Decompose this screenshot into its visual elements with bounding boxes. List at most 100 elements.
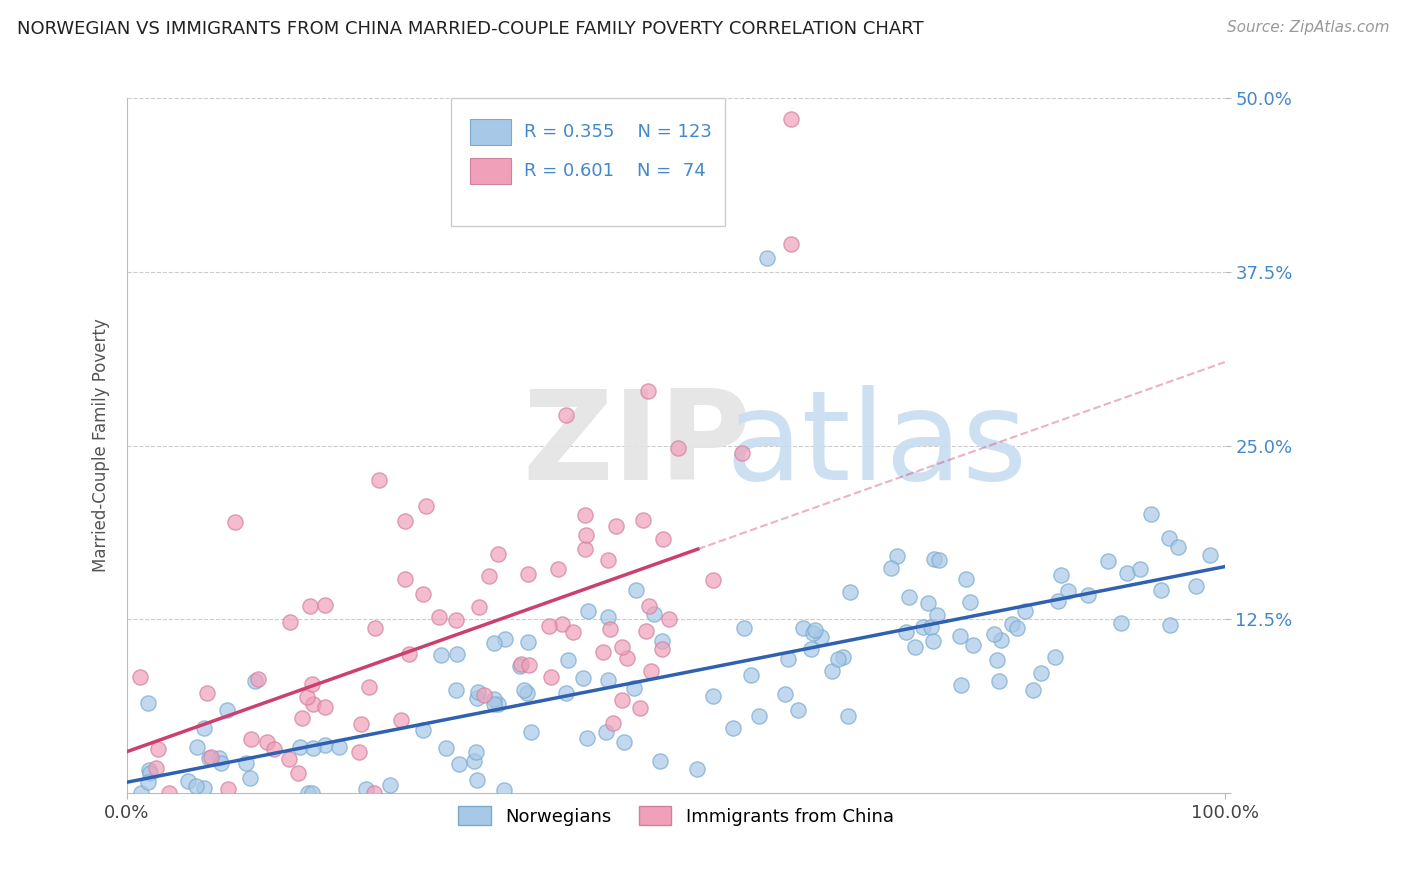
Point — [1077, 588, 1099, 602]
Point — [904, 640, 927, 655]
Point — [517, 658, 540, 673]
Point — [922, 552, 945, 566]
Point — [928, 553, 950, 567]
Point — [880, 561, 903, 575]
Point — [465, 772, 488, 787]
Point — [145, 762, 167, 776]
Point — [962, 638, 984, 652]
Point — [472, 688, 495, 702]
Point — [1150, 583, 1173, 598]
Point — [610, 693, 633, 707]
Point — [1050, 567, 1073, 582]
Point — [616, 651, 638, 665]
Point — [821, 664, 844, 678]
Point — [748, 708, 770, 723]
Point — [519, 725, 541, 739]
Point — [917, 596, 939, 610]
Point — [637, 599, 659, 613]
Point — [1001, 617, 1024, 632]
Point — [430, 648, 453, 662]
Point — [1129, 562, 1152, 576]
Point — [184, 779, 207, 793]
Point — [138, 696, 160, 710]
Point — [197, 686, 219, 700]
Point — [412, 723, 434, 737]
Bar — [470, 158, 512, 184]
Point — [263, 741, 285, 756]
Point — [990, 633, 1012, 648]
Point — [598, 553, 620, 567]
Text: atlas: atlas — [725, 385, 1028, 506]
Point — [1014, 604, 1036, 618]
Point — [949, 677, 972, 691]
Point — [832, 650, 855, 665]
Point — [256, 734, 278, 748]
Point — [922, 634, 945, 648]
Point — [240, 731, 263, 746]
Point — [804, 623, 827, 637]
Point — [427, 610, 450, 624]
Point — [637, 384, 659, 399]
Point — [447, 757, 470, 772]
Point — [239, 771, 262, 785]
Point — [468, 599, 491, 614]
Point — [921, 620, 943, 634]
Text: NORWEGIAN VS IMMIGRANTS FROM CHINA MARRIED-COUPLE FAMILY POVERTY CORRELATION CHA: NORWEGIAN VS IMMIGRANTS FROM CHINA MARRI… — [17, 20, 924, 37]
Point — [482, 636, 505, 650]
Point — [314, 700, 336, 714]
Point — [434, 740, 457, 755]
Point — [1057, 584, 1080, 599]
Point — [301, 740, 323, 755]
Point — [298, 599, 321, 613]
Point — [314, 598, 336, 612]
FancyBboxPatch shape — [451, 98, 725, 227]
Point — [574, 508, 596, 522]
Point — [363, 786, 385, 800]
Point — [983, 627, 1005, 641]
Point — [1031, 666, 1053, 681]
Point — [280, 615, 302, 629]
Point — [129, 670, 152, 684]
Point — [486, 547, 509, 561]
Point — [595, 724, 617, 739]
Point — [927, 608, 949, 623]
Point — [613, 735, 636, 749]
Point — [297, 786, 319, 800]
Point — [1116, 566, 1139, 580]
Point — [494, 783, 516, 797]
Point — [602, 716, 624, 731]
Point — [740, 668, 762, 682]
Point — [576, 604, 599, 618]
Point — [516, 686, 538, 700]
Point — [800, 642, 823, 657]
Point — [986, 652, 1008, 666]
Point — [651, 634, 673, 648]
Point — [139, 765, 162, 780]
Point — [537, 619, 560, 633]
Point — [136, 775, 159, 789]
Point — [702, 574, 724, 588]
Point — [224, 515, 246, 529]
Point — [605, 519, 627, 533]
Point — [349, 717, 371, 731]
Point — [138, 763, 160, 777]
Point — [634, 624, 657, 639]
Point — [494, 632, 516, 646]
Point — [658, 612, 681, 626]
Point — [446, 683, 468, 698]
Point — [839, 584, 862, 599]
Point — [702, 689, 724, 703]
Y-axis label: Married-Couple Family Poverty: Married-Couple Family Poverty — [93, 318, 110, 573]
Point — [486, 697, 509, 711]
Point — [1185, 579, 1208, 593]
Point — [631, 513, 654, 527]
Point — [801, 625, 824, 640]
Point — [287, 766, 309, 780]
Point — [648, 754, 671, 768]
Point — [551, 617, 574, 632]
Text: Source: ZipAtlas.com: Source: ZipAtlas.com — [1226, 20, 1389, 35]
Point — [209, 756, 232, 771]
Point — [624, 583, 647, 598]
Point — [547, 562, 569, 576]
Point — [787, 703, 810, 717]
